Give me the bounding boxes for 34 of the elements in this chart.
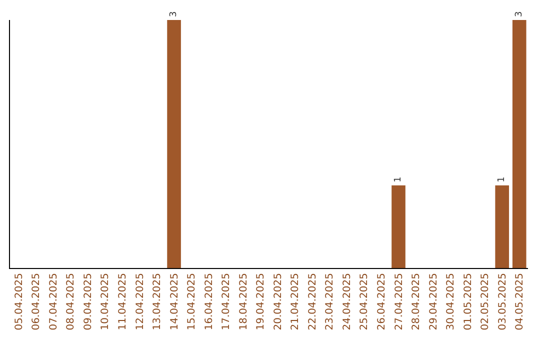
x-tick-label: 05.04.2025 [14,273,25,330]
x-tick-label: 21.04.2025 [290,273,302,330]
x-tick-label: 19.04.2025 [256,273,267,330]
x-tick-label: 09.04.2025 [82,273,94,330]
x-tick-label: 22.04.2025 [307,273,318,330]
x-tick-label: 06.04.2025 [31,273,42,330]
x-tick-label: 02.05.2025 [480,273,492,330]
x-tick-label: 03.05.2025 [497,273,508,330]
x-tick-label: 07.04.2025 [48,273,60,330]
x-tick-label: 20.04.2025 [272,273,284,330]
data-label: 3 [514,11,524,17]
x-tick-label: 01.05.2025 [462,273,474,330]
x-tick-label: 25.04.2025 [359,273,370,330]
x-tick-label: 12.04.2025 [134,273,146,330]
x-tick-label: 16.04.2025 [204,273,215,330]
x-tick-label: 26.04.2025 [376,273,388,330]
x-tick-label: 15.04.2025 [186,273,198,330]
x-tick-label: 27.04.2025 [394,273,405,330]
x-tick-label: 24.04.2025 [342,273,353,330]
data-label: 1 [497,176,508,182]
data-label: 3 [169,11,180,17]
x-tick-label: 18.04.2025 [238,273,250,330]
x-tick-label: 13.04.2025 [152,273,164,330]
x-tick-label: 29.04.2025 [428,273,440,330]
x-tick-label: 28.04.2025 [411,273,422,330]
x-tick-label: 30.04.2025 [446,273,457,330]
x-tick-label: 17.04.2025 [221,273,232,330]
x-tick-label: 23.04.2025 [324,273,336,330]
x-tick-label: 08.04.2025 [66,273,77,330]
x-tick-label: 04.05.2025 [514,273,526,330]
x-tick-label: 11.04.2025 [117,273,128,330]
x-tick-label: 10.04.2025 [100,273,112,330]
x-tick-label: 14.04.2025 [169,273,180,330]
data-label: 1 [394,176,404,182]
